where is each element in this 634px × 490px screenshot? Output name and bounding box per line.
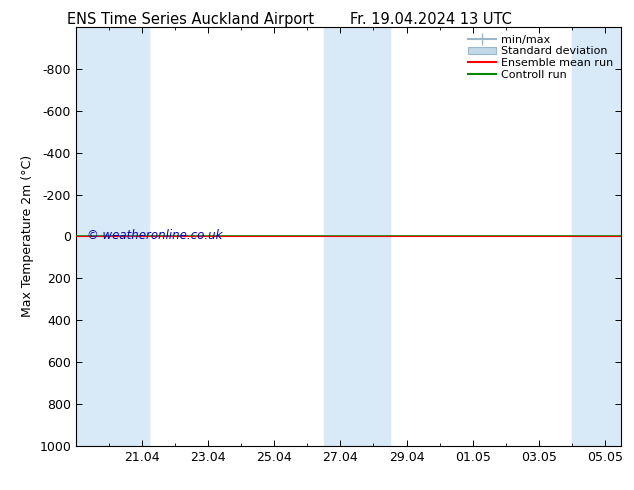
Y-axis label: Max Temperature 2m (°C): Max Temperature 2m (°C): [21, 155, 34, 318]
Bar: [572, 27, 621, 446]
Text: Fr. 19.04.2024 13 UTC: Fr. 19.04.2024 13 UTC: [350, 12, 512, 27]
Text: ENS Time Series Auckland Airport: ENS Time Series Auckland Airport: [67, 12, 314, 27]
Legend: min/max, Standard deviation, Ensemble mean run, Controll run: min/max, Standard deviation, Ensemble me…: [466, 32, 616, 82]
Bar: [76, 27, 149, 446]
Bar: [324, 27, 390, 446]
Text: © weatheronline.co.uk: © weatheronline.co.uk: [87, 229, 223, 242]
